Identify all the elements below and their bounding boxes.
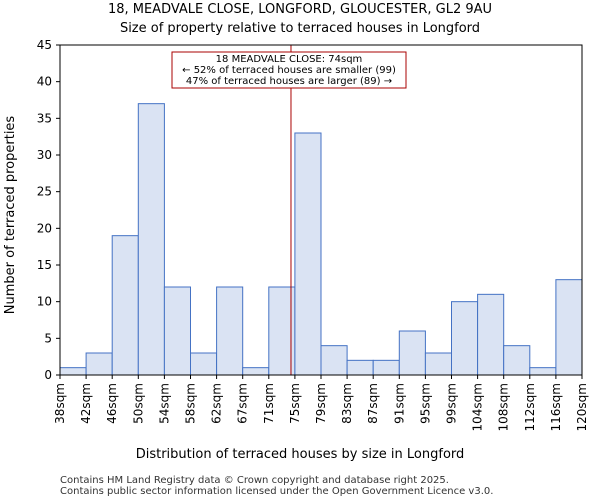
plot-frame <box>59 44 583 376</box>
bar-38sqm <box>59 367 87 376</box>
bar-42sqm <box>85 352 113 376</box>
y-tick-label: 5 <box>44 331 52 345</box>
annotation-frame <box>171 51 407 89</box>
x-tick-label: 95sqm <box>418 383 432 424</box>
x-tick-label: 108sqm <box>497 383 511 431</box>
chart-subtitle: Size of property relative to terraced ho… <box>120 21 480 36</box>
x-tick-label: 67sqm <box>236 383 250 424</box>
x-tick-label: 112sqm <box>523 383 537 431</box>
y-tick-label: 25 <box>37 185 52 199</box>
y-tick-label: 20 <box>37 221 52 235</box>
bar-95sqm <box>424 352 452 376</box>
bar-group <box>59 103 583 376</box>
bar-58sqm <box>190 352 218 376</box>
y-axis-ticks: 0 5 10 15 20 25 30 35 40 45 <box>37 38 60 382</box>
y-tick-label: 10 <box>37 295 52 309</box>
x-tick-label: 50sqm <box>131 383 145 424</box>
annotation-line-3: 47% of terraced houses are larger (89) → <box>186 76 392 87</box>
bar-75sqm <box>294 132 322 376</box>
y-tick-label: 40 <box>37 75 52 89</box>
annotation-box: 18 MEADVALE CLOSE: 74sqm ← 52% of terrac… <box>171 51 407 89</box>
x-tick-label: 104sqm <box>471 383 485 431</box>
y-tick-label: 15 <box>37 258 52 272</box>
x-tick-label: 54sqm <box>157 383 171 424</box>
y-axis-label: Number of terraced properties <box>3 116 18 315</box>
y-tick-label: 35 <box>37 111 52 125</box>
bar-46sqm <box>111 235 139 376</box>
x-tick-label: 99sqm <box>445 383 459 424</box>
footer-line-2: Contains public sector information licen… <box>60 486 493 497</box>
x-tick-label: 91sqm <box>392 383 406 424</box>
x-tick-label: 58sqm <box>184 383 198 424</box>
x-tick-label: 38sqm <box>53 383 67 424</box>
x-tick-label: 83sqm <box>340 383 354 424</box>
x-tick-label: 62sqm <box>210 383 224 424</box>
bar-116sqm <box>555 279 583 376</box>
chart-title: 18, MEADVALE CLOSE, LONGFORD, GLOUCESTER… <box>108 2 492 17</box>
bar-99sqm <box>451 301 479 376</box>
x-tick-label: 120sqm <box>575 383 589 431</box>
annotation-line-2: ← 52% of terraced houses are smaller (99… <box>182 65 396 76</box>
x-tick-label: 42sqm <box>79 383 93 424</box>
bar-50sqm <box>137 103 165 376</box>
x-tick-label: 116sqm <box>549 383 563 431</box>
y-tick-label: 45 <box>37 38 52 52</box>
bar-108sqm <box>503 345 531 376</box>
bar-67sqm <box>242 367 270 376</box>
bar-79sqm <box>320 345 348 376</box>
x-axis-label: Distribution of terraced houses by size … <box>136 447 465 462</box>
y-tick-label: 30 <box>37 148 52 162</box>
bar-54sqm <box>163 286 191 376</box>
bar-104sqm <box>477 293 505 376</box>
bar-83sqm <box>346 359 374 376</box>
annotation-line-1: 18 MEADVALE CLOSE: 74sqm <box>216 54 363 65</box>
x-tick-label: 75sqm <box>288 383 302 424</box>
x-tick-label: 79sqm <box>314 383 328 424</box>
bar-112sqm <box>529 367 557 376</box>
x-axis-ticks: 38sqm 42sqm 46sqm 50sqm 54sqm 58sqm 62sqm 67sqm… <box>53 375 589 431</box>
footer-line-1: Contains HM Land Registry data © Crown c… <box>60 475 449 486</box>
bar-62sqm <box>216 286 244 376</box>
x-tick-label: 87sqm <box>366 383 380 424</box>
x-tick-label: 71sqm <box>262 383 276 424</box>
bar-87sqm <box>372 359 400 376</box>
bar-91sqm <box>398 330 426 376</box>
y-tick-label: 0 <box>44 368 52 382</box>
x-tick-label: 46sqm <box>105 383 119 424</box>
